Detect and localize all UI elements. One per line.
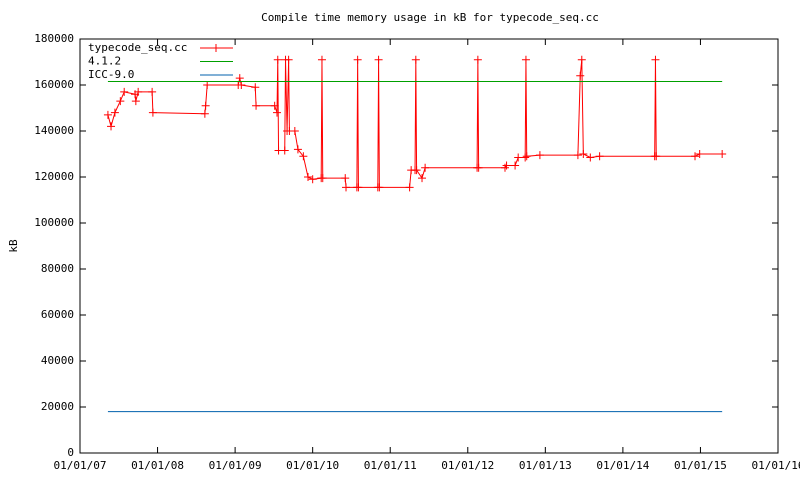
legend-label: 4.1.2 bbox=[88, 55, 121, 68]
point-marker bbox=[521, 153, 530, 162]
x-tick-label: 01/01/13 bbox=[519, 459, 572, 472]
point-marker bbox=[718, 150, 727, 158]
x-tick-label: 01/01/08 bbox=[131, 459, 184, 472]
point-marker bbox=[284, 55, 293, 64]
point-marker bbox=[354, 183, 363, 192]
legend-label: ICC-9.0 bbox=[88, 68, 134, 81]
x-tick-label: 01/01/14 bbox=[596, 459, 649, 472]
point-marker bbox=[272, 108, 281, 117]
plot-frame bbox=[79, 38, 779, 454]
point-marker bbox=[270, 101, 279, 110]
point-marker bbox=[299, 152, 308, 161]
point-marker bbox=[110, 108, 119, 117]
point-marker bbox=[308, 175, 317, 184]
point-marker bbox=[573, 151, 582, 160]
x-tick-label: 01/01/10 bbox=[286, 459, 339, 472]
point-marker bbox=[691, 152, 700, 161]
point-marker bbox=[374, 55, 383, 64]
y-tick-label: 40000 bbox=[41, 354, 74, 367]
point-marker bbox=[412, 166, 421, 175]
point-marker bbox=[235, 74, 244, 83]
point-marker bbox=[103, 110, 112, 119]
point-marker bbox=[290, 127, 299, 135]
point-marker bbox=[579, 150, 588, 158]
point-marker bbox=[237, 81, 246, 89]
x-tick-label: 01/01/12 bbox=[441, 459, 494, 472]
point-marker bbox=[474, 163, 483, 172]
point-marker bbox=[148, 87, 157, 96]
point-marker bbox=[341, 174, 350, 183]
point-marker bbox=[203, 81, 212, 89]
y-tick-label: 20000 bbox=[41, 400, 74, 413]
y-tick-label: 0 bbox=[67, 446, 74, 459]
legend-marker bbox=[212, 44, 220, 52]
x-tick-label: 01/01/07 bbox=[54, 459, 107, 472]
chart-title: Compile time memory usage in kB for type… bbox=[261, 11, 599, 24]
point-marker bbox=[577, 55, 586, 64]
y-tick-label: 140000 bbox=[34, 124, 74, 137]
y-tick-label: 120000 bbox=[34, 170, 74, 183]
point-marker bbox=[421, 163, 430, 172]
point-marker bbox=[318, 174, 327, 183]
y-axis-label: kB bbox=[7, 239, 20, 253]
point-marker bbox=[521, 55, 530, 64]
point-marker bbox=[293, 145, 302, 154]
point-marker bbox=[252, 101, 261, 110]
point-marker bbox=[353, 55, 362, 64]
point-marker bbox=[342, 183, 351, 192]
point-marker bbox=[148, 108, 157, 117]
y-tick-label: 160000 bbox=[34, 78, 74, 91]
point-marker bbox=[652, 152, 661, 161]
y-tick-label: 100000 bbox=[34, 216, 74, 229]
point-marker bbox=[251, 83, 260, 92]
point-marker bbox=[134, 87, 143, 96]
point-marker bbox=[535, 151, 544, 160]
point-marker bbox=[116, 97, 125, 106]
point-marker bbox=[131, 97, 140, 106]
point-marker bbox=[473, 55, 482, 64]
x-tick-label: 01/01/09 bbox=[209, 459, 262, 472]
y-tick-label: 180000 bbox=[34, 32, 74, 45]
x-tick-label: 01/01/16 bbox=[752, 459, 800, 472]
point-marker bbox=[511, 161, 520, 170]
point-marker bbox=[317, 55, 326, 64]
point-marker bbox=[418, 174, 427, 183]
point-marker bbox=[405, 183, 414, 192]
point-marker bbox=[651, 55, 660, 64]
legend-label: typecode_seq.cc bbox=[88, 41, 187, 54]
point-marker bbox=[304, 173, 313, 181]
point-marker bbox=[107, 122, 116, 131]
point-marker bbox=[576, 71, 585, 80]
point-marker bbox=[514, 153, 523, 162]
point-marker bbox=[695, 150, 704, 158]
point-marker bbox=[375, 183, 384, 192]
point-marker bbox=[201, 101, 210, 110]
point-marker bbox=[273, 55, 282, 64]
y-tick-label: 60000 bbox=[41, 308, 74, 321]
y-tick-label: 80000 bbox=[41, 262, 74, 275]
point-marker bbox=[595, 152, 604, 161]
point-marker bbox=[411, 55, 420, 64]
point-marker bbox=[522, 152, 531, 161]
point-marker bbox=[280, 146, 289, 155]
point-marker bbox=[200, 109, 209, 118]
x-tick-label: 01/01/15 bbox=[674, 459, 727, 472]
x-tick-label: 01/01/11 bbox=[364, 459, 417, 472]
point-marker bbox=[502, 161, 511, 170]
point-marker bbox=[586, 153, 595, 162]
point-marker bbox=[120, 87, 129, 96]
